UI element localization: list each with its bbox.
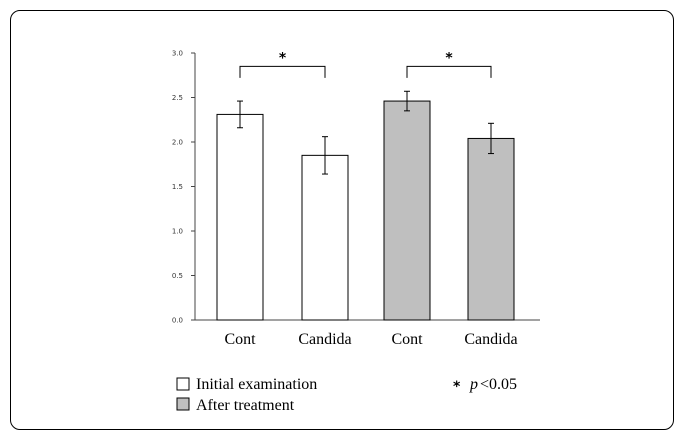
legend-label-after: After treatment bbox=[196, 397, 295, 414]
legend-label-initial: Initial examination bbox=[196, 376, 317, 393]
significance-note-p: p bbox=[469, 376, 478, 393]
x-category-label: Candida bbox=[464, 331, 517, 348]
y-tick-label: 0.5 bbox=[172, 272, 183, 280]
bar-chart: 0.0 0.5 1.0 1.5 2.0 2.5 3.0 Cont Candida Cont Can… bbox=[172, 50, 540, 414]
significance-note-symbol: * bbox=[453, 379, 461, 395]
x-category-label: Cont bbox=[391, 331, 423, 348]
x-category-label: Candida bbox=[298, 331, 351, 348]
y-tick-label: 2.0 bbox=[172, 139, 183, 147]
significance-star: * bbox=[445, 50, 453, 66]
y-tick-label: 3.0 bbox=[172, 50, 183, 58]
significance-bracket bbox=[406, 65, 492, 78]
y-tick-label: 0.0 bbox=[172, 317, 183, 325]
y-tick-label: 1.5 bbox=[172, 183, 183, 191]
legend-swatch-after bbox=[176, 397, 190, 411]
significance-note-threshold: <0.05 bbox=[480, 376, 517, 393]
significance-bracket bbox=[239, 65, 326, 78]
significance-star: * bbox=[279, 50, 287, 66]
bar bbox=[467, 137, 515, 321]
bar bbox=[301, 154, 349, 321]
y-tick-label: 1.0 bbox=[172, 228, 183, 236]
y-tick-label: 2.5 bbox=[172, 94, 183, 102]
legend: Initial examination After treatment * p … bbox=[176, 376, 517, 414]
legend-swatch-initial bbox=[176, 377, 190, 391]
bar bbox=[216, 113, 264, 321]
bar bbox=[383, 100, 431, 321]
x-category-label: Cont bbox=[224, 331, 256, 348]
